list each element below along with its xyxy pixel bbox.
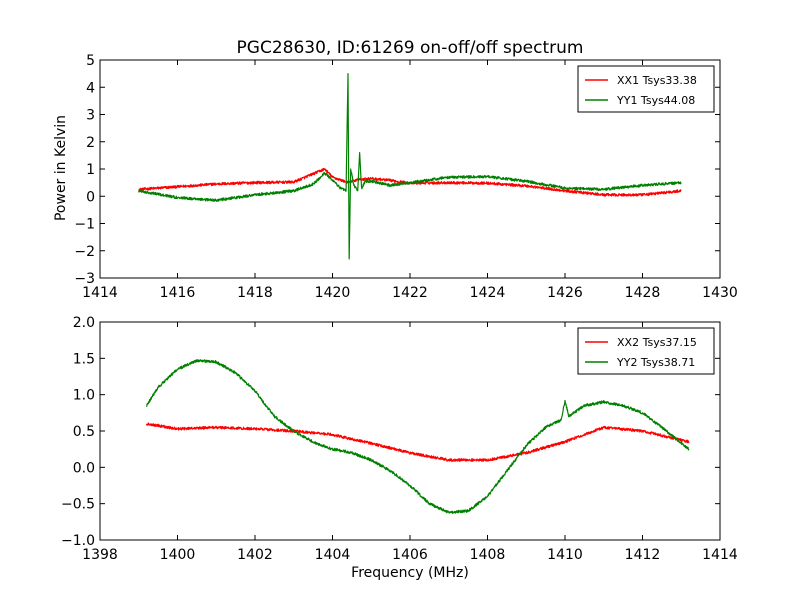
legend: XX2 Tsys37.15 YY2 Tsys38.71 [577,327,715,375]
legend-label: YY1 Tsys44.08 [616,94,695,107]
y-tick-label: 2.0 [73,315,95,331]
x-tick-label: 1416 [160,285,196,301]
x-tick-label: 1398 [82,547,118,563]
bottom-panel: 1398 1400 1402 1404 1406 1408 1410 1412 1414 −1.0… [61,315,738,563]
legend-box [577,327,715,375]
y-tick-label: −1.0 [61,533,95,549]
x-tick-label: 1404 [315,547,351,563]
x-tick-label: 1422 [392,285,428,301]
x-tick-label: 1414 [702,547,738,563]
x-tick-label: 1424 [470,285,506,301]
y-tick-label: 0.0 [73,460,95,476]
y-tick-label: 0 [86,189,95,205]
y-tick-label: 3 [86,108,95,124]
series-line [145,422,690,462]
legend-label: XX1 Tsys33.38 [617,74,697,87]
legend-box [577,65,715,113]
x-tick-label: 1418 [237,285,273,301]
figure-title: PGC28630, ID:61269 on-off/off spectrum [237,38,584,58]
legend-label: YY2 Tsys38.71 [616,356,695,369]
x-tick-label: 1428 [625,285,661,301]
y-tick-label: −2 [74,244,95,260]
series-line [138,73,682,260]
y-tick-label: −0.5 [61,497,95,513]
legend-label: XX2 Tsys37.15 [617,336,697,349]
x-tick-label: 1406 [392,547,428,563]
x-tick-label: 1426 [547,285,583,301]
y-tick-label: 1.0 [73,388,95,404]
x-tick-label: 1430 [702,285,738,301]
y-tick-label: −3 [74,271,95,287]
y-tick-label: 0.5 [73,424,95,440]
x-tick-label: 1412 [625,547,661,563]
y-tick-label: 2 [86,135,95,151]
y-tick-label: −1 [74,217,95,233]
y-tick-label: 5 [86,53,95,69]
x-tick-label: 1402 [237,547,273,563]
y-tick-label: 1 [86,162,95,178]
legend: XX1 Tsys33.38 YY1 Tsys44.08 [577,65,715,113]
x-tick-label: 1400 [160,547,196,563]
y-tick-label: 1.5 [73,351,95,367]
x-tick-label: 1414 [82,285,118,301]
y-axis-label: Power in Kelvin [53,115,69,221]
x-tick-label: 1420 [315,285,351,301]
y-tick-label: 4 [86,80,95,96]
x-axis-label: Frequency (MHz) [351,565,469,581]
top-panel: 1414 1416 1418 1420 1422 1424 1426 1428 1430−3−2… [74,53,737,301]
x-tick-label: 1410 [547,547,583,563]
series-line [145,359,690,514]
x-tick-label: 1408 [470,547,506,563]
